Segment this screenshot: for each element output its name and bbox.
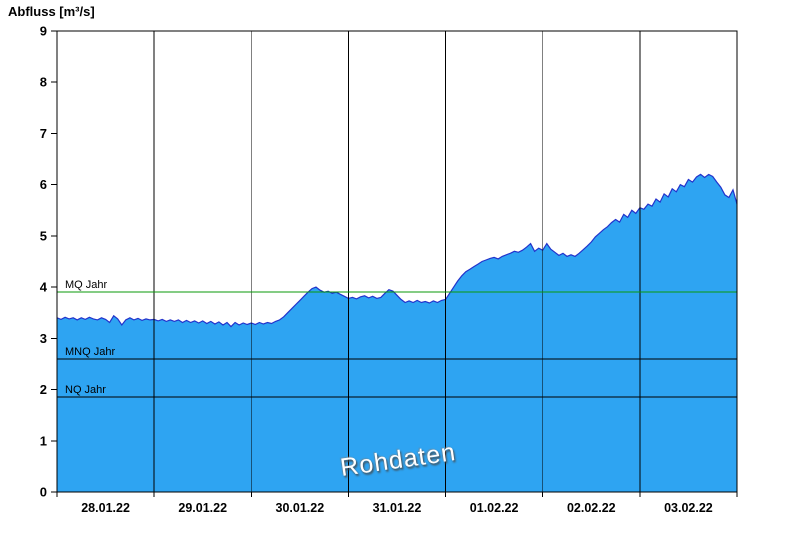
y-axis-tick-label: 8: [40, 75, 47, 90]
y-axis-tick-label: 1: [40, 433, 47, 448]
y-axis-tick-label: 3: [40, 331, 47, 346]
x-axis-day-label: 30.01.22: [276, 501, 325, 515]
y-axis-tick-label: 0: [40, 485, 47, 500]
y-axis-tick-label: 5: [40, 228, 47, 243]
discharge-line: [56, 173, 738, 328]
x-axis-day-label: 29.01.22: [178, 501, 227, 515]
x-axis-day-label: 31.01.22: [373, 501, 422, 515]
y-axis-tick-label: 7: [40, 126, 47, 141]
y-axis-tick-label: 4: [40, 280, 48, 295]
reference-line-label: MQ Jahr: [65, 279, 108, 291]
chart-title: Abfluss [m³/s]: [8, 4, 95, 19]
y-axis-tick-label: 6: [40, 177, 47, 192]
plot-border: [56, 30, 738, 493]
y-axis-tick-label: 2: [40, 382, 47, 397]
reference-line-label: MNQ Jahr: [65, 346, 115, 358]
x-axis-day-label: 03.02.22: [664, 501, 713, 515]
y-axis-tick-label: 9: [40, 24, 47, 39]
x-axis-day-label: 28.01.22: [81, 501, 130, 515]
reference-line-label: NQ Jahr: [65, 384, 106, 396]
x-axis-day-label: 01.02.22: [470, 501, 519, 515]
discharge-area: [57, 174, 737, 492]
x-axis-day-label: 02.02.22: [567, 501, 616, 515]
